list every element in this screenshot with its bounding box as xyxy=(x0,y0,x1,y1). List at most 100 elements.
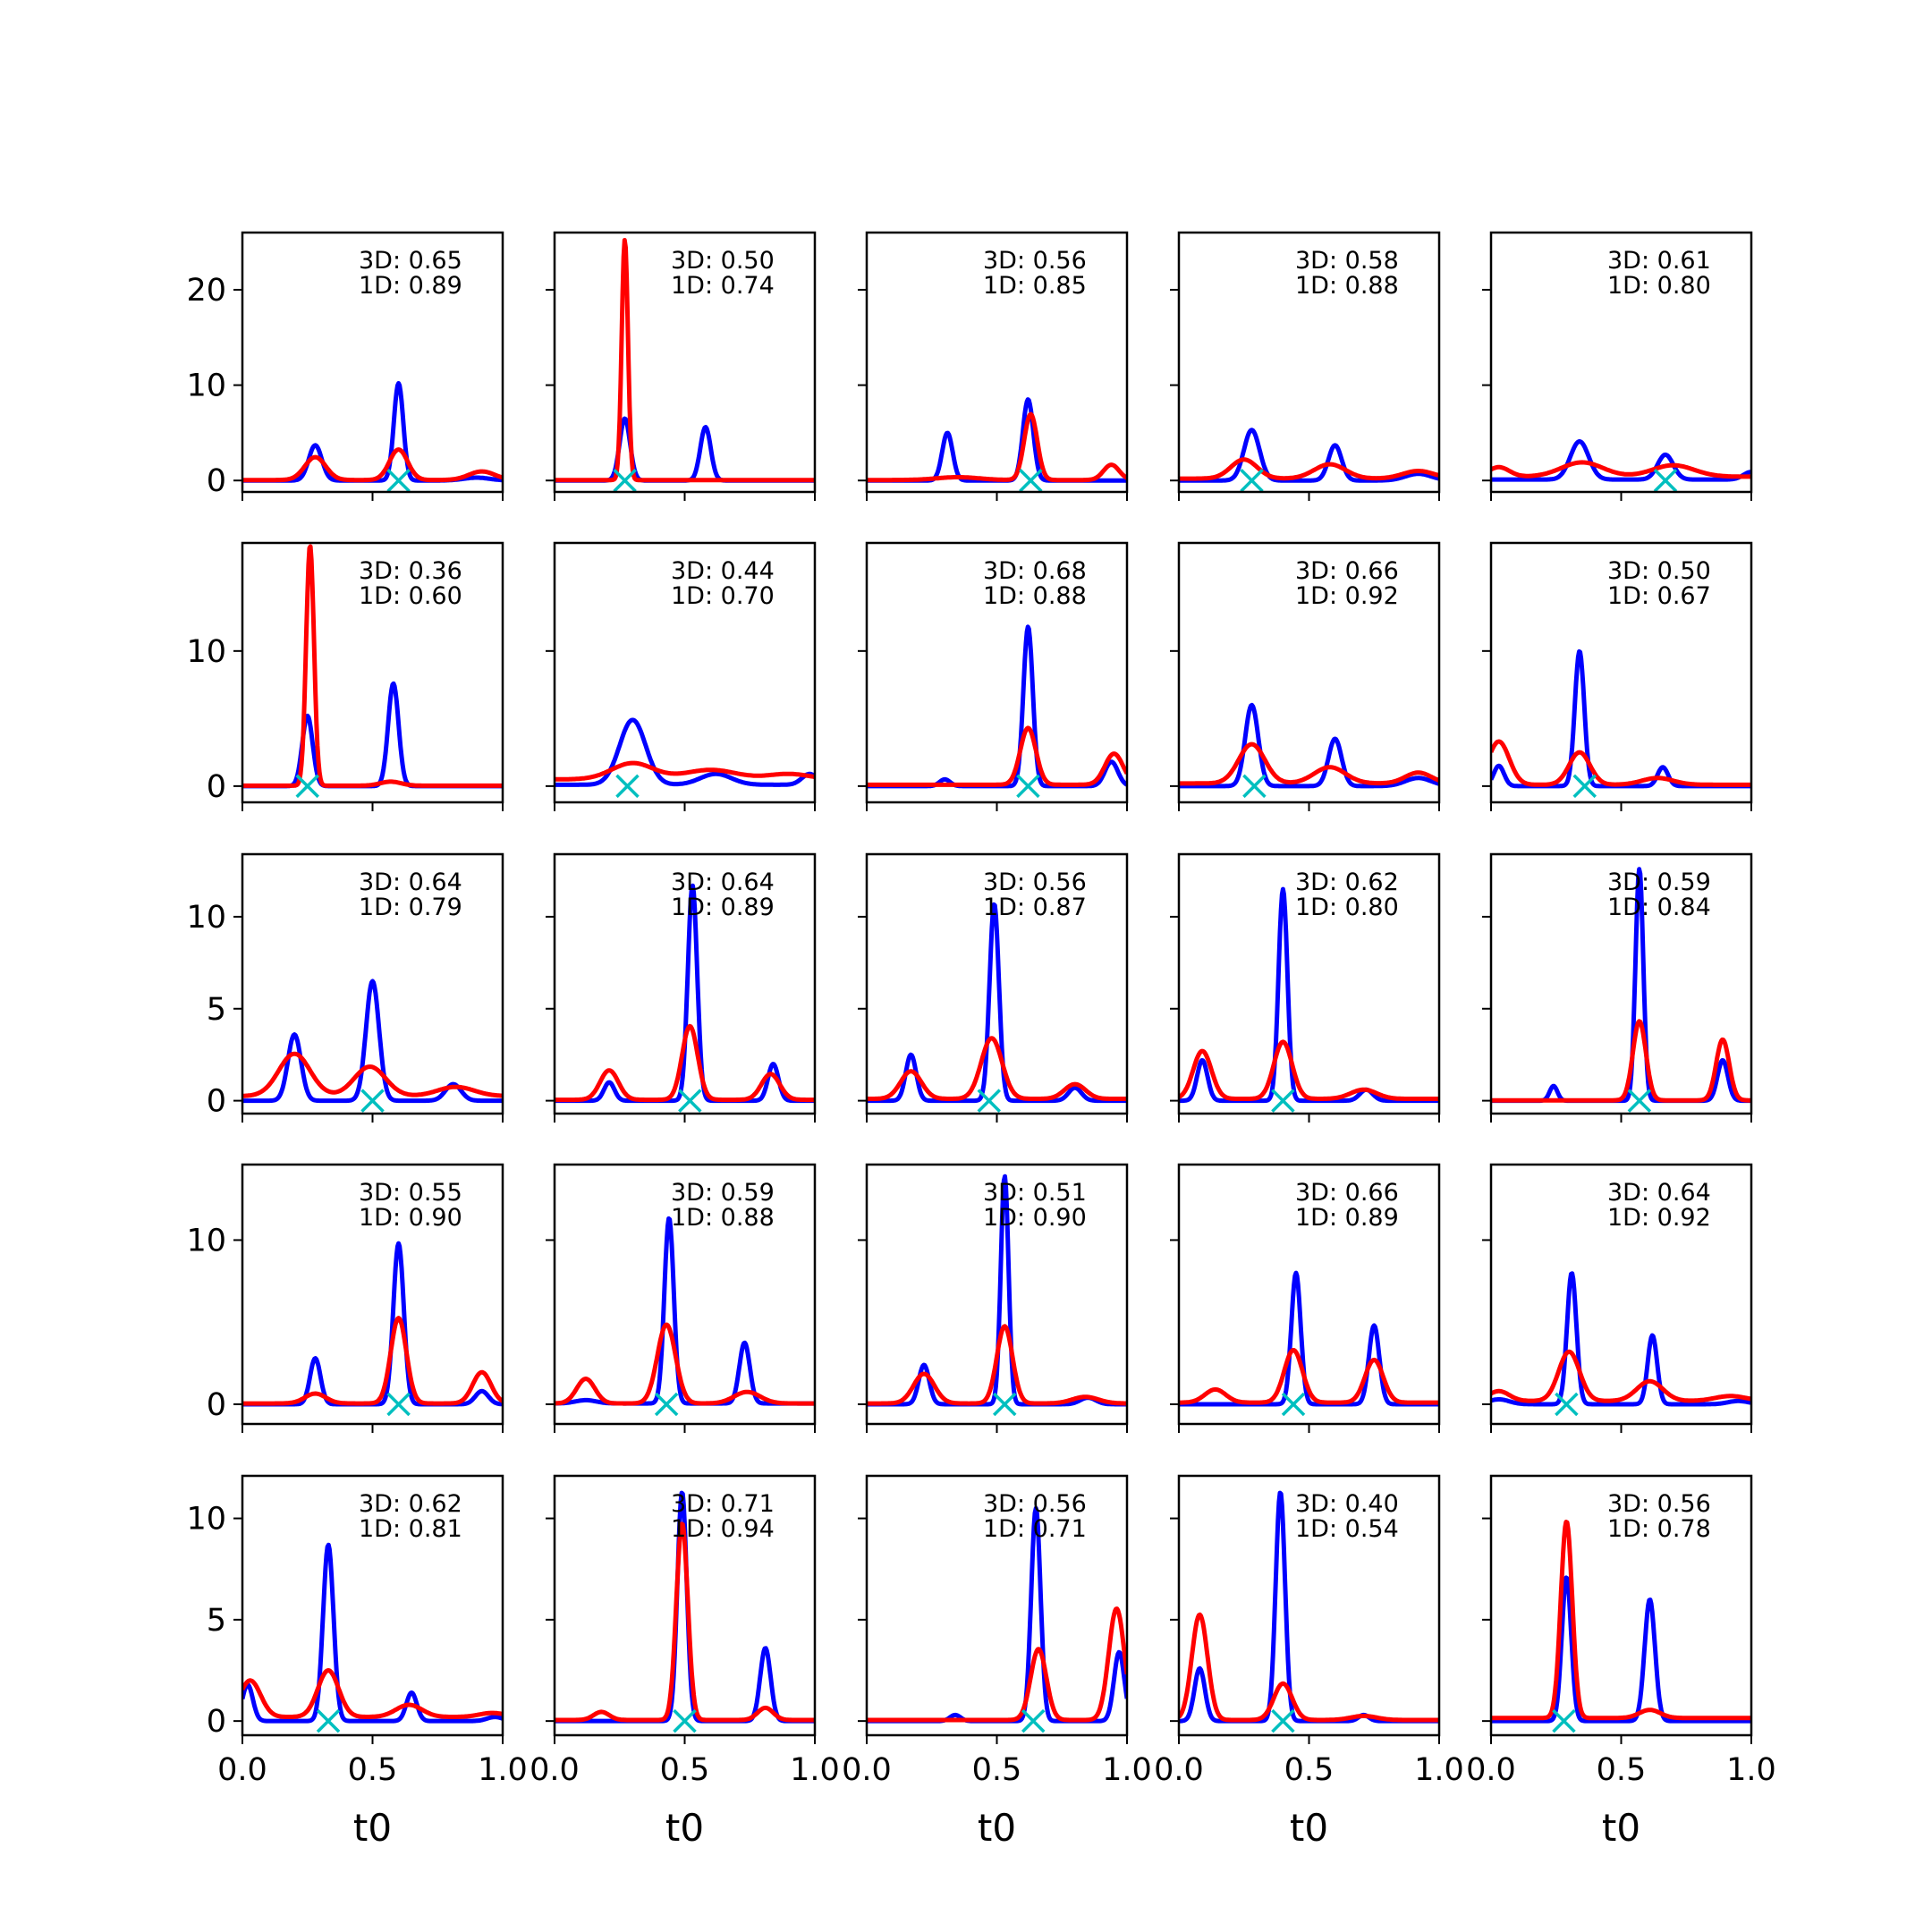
marker-stroke-b xyxy=(1271,1708,1295,1733)
true-t0-marker xyxy=(1555,1392,1579,1417)
y-tick-label: 0 xyxy=(207,1084,226,1120)
annotation-3d: 3D: 0.64 xyxy=(671,869,775,896)
annotation-3d: 3D: 0.36 xyxy=(359,557,462,585)
true-t0-marker xyxy=(1240,468,1264,493)
annotation-3d: 3D: 0.66 xyxy=(1295,557,1399,585)
series-3d-line xyxy=(1179,702,1439,789)
series-1d-line xyxy=(867,1036,1127,1101)
series-3d-line xyxy=(1179,428,1439,483)
annotation-1d: 1D: 0.88 xyxy=(1295,272,1399,300)
annotation-1d: 1D: 0.81 xyxy=(359,1515,462,1543)
x-tick-label: 1.0 xyxy=(790,1752,840,1788)
marker-stroke-b xyxy=(386,468,411,493)
annotation-3d: 3D: 0.62 xyxy=(1295,869,1399,896)
series-3d-line xyxy=(1179,1270,1439,1407)
true-t0-marker xyxy=(386,1392,411,1417)
true-t0-marker xyxy=(615,774,640,799)
marker-stroke-b xyxy=(1552,1708,1576,1733)
annotation-1d: 1D: 0.80 xyxy=(1607,272,1711,300)
y-tick-label: 0 xyxy=(207,1387,226,1423)
annotation-1d: 1D: 0.92 xyxy=(1295,582,1399,610)
marker-stroke-b xyxy=(316,1708,341,1733)
x-axis-label: t0 xyxy=(353,1806,392,1850)
marker-stroke-b xyxy=(1555,1392,1579,1417)
annotation-1d: 1D: 0.87 xyxy=(983,894,1087,921)
series-3d-line xyxy=(555,416,815,483)
annotation-3d: 3D: 0.55 xyxy=(359,1179,462,1207)
marker-stroke-b xyxy=(1281,1392,1306,1417)
series-1d-line xyxy=(1179,741,1439,786)
true-t0-marker xyxy=(678,1089,702,1113)
annotation-3d: 3D: 0.56 xyxy=(983,1490,1087,1518)
series-1d-line xyxy=(867,725,1127,787)
true-t0-marker xyxy=(992,1392,1017,1417)
marker-stroke-b xyxy=(386,1392,411,1417)
series-3d-line xyxy=(555,717,815,787)
annotation-3d: 3D: 0.40 xyxy=(1295,1490,1399,1518)
true-t0-marker xyxy=(1552,1708,1576,1733)
series-3d-line xyxy=(1491,1575,1751,1724)
true-t0-marker xyxy=(1242,774,1267,799)
series-1d-line xyxy=(555,238,815,483)
series-1d-line xyxy=(1179,457,1439,481)
series-1d-line xyxy=(1491,1349,1751,1403)
series-1d-line xyxy=(242,1051,503,1098)
y-tick-label: 0 xyxy=(207,1704,226,1740)
series-1d-line xyxy=(1491,739,1751,787)
series-1d-line xyxy=(867,411,1127,483)
true-t0-marker xyxy=(316,1708,341,1733)
series-1d-line xyxy=(242,1668,503,1719)
series-3d-line xyxy=(242,979,503,1104)
x-axis-label: t0 xyxy=(665,1806,704,1850)
true-t0-marker xyxy=(386,468,411,493)
marker-stroke-b xyxy=(992,1392,1017,1417)
y-tick-label: 10 xyxy=(186,634,226,670)
series-1d-line xyxy=(1179,1612,1439,1723)
true-t0-marker xyxy=(977,1089,1002,1113)
marker-stroke-b xyxy=(673,1708,697,1733)
series-3d-line xyxy=(242,381,503,483)
true-t0-marker xyxy=(1016,774,1040,799)
y-tick-label: 10 xyxy=(186,1223,226,1258)
annotation-3d: 3D: 0.65 xyxy=(359,247,462,275)
marker-stroke-b xyxy=(1627,1089,1652,1113)
true-t0-marker xyxy=(1021,1708,1046,1733)
series-1d-line xyxy=(242,1316,503,1406)
x-tick-label: 0.0 xyxy=(217,1752,267,1788)
y-tick-label: 0 xyxy=(207,463,226,499)
annotation-3d: 3D: 0.68 xyxy=(983,557,1087,585)
annotation-1d: 1D: 0.84 xyxy=(1607,894,1711,921)
y-tick-label: 0 xyxy=(207,769,226,805)
series-1d-line xyxy=(1179,1348,1439,1405)
marker-stroke-b xyxy=(678,1089,702,1113)
y-tick-label: 10 xyxy=(186,369,226,404)
x-tick-label: 0.5 xyxy=(348,1752,398,1788)
marker-stroke-b xyxy=(1271,1089,1295,1113)
annotation-1d: 1D: 0.94 xyxy=(671,1515,775,1543)
annotation-3d: 3D: 0.64 xyxy=(1607,1179,1711,1207)
annotation-3d: 3D: 0.44 xyxy=(671,557,775,585)
x-tick-label: 0.5 xyxy=(1284,1752,1335,1788)
annotation-3d: 3D: 0.61 xyxy=(1607,247,1711,275)
marker-stroke-b xyxy=(360,1089,385,1113)
x-tick-label: 1.0 xyxy=(1414,1752,1464,1788)
series-3d-line xyxy=(867,397,1127,483)
x-tick-label: 0.0 xyxy=(530,1752,580,1788)
x-axis-label: t0 xyxy=(1602,1806,1640,1850)
marker-stroke-b xyxy=(615,774,640,799)
marker-stroke-b xyxy=(1019,468,1043,493)
